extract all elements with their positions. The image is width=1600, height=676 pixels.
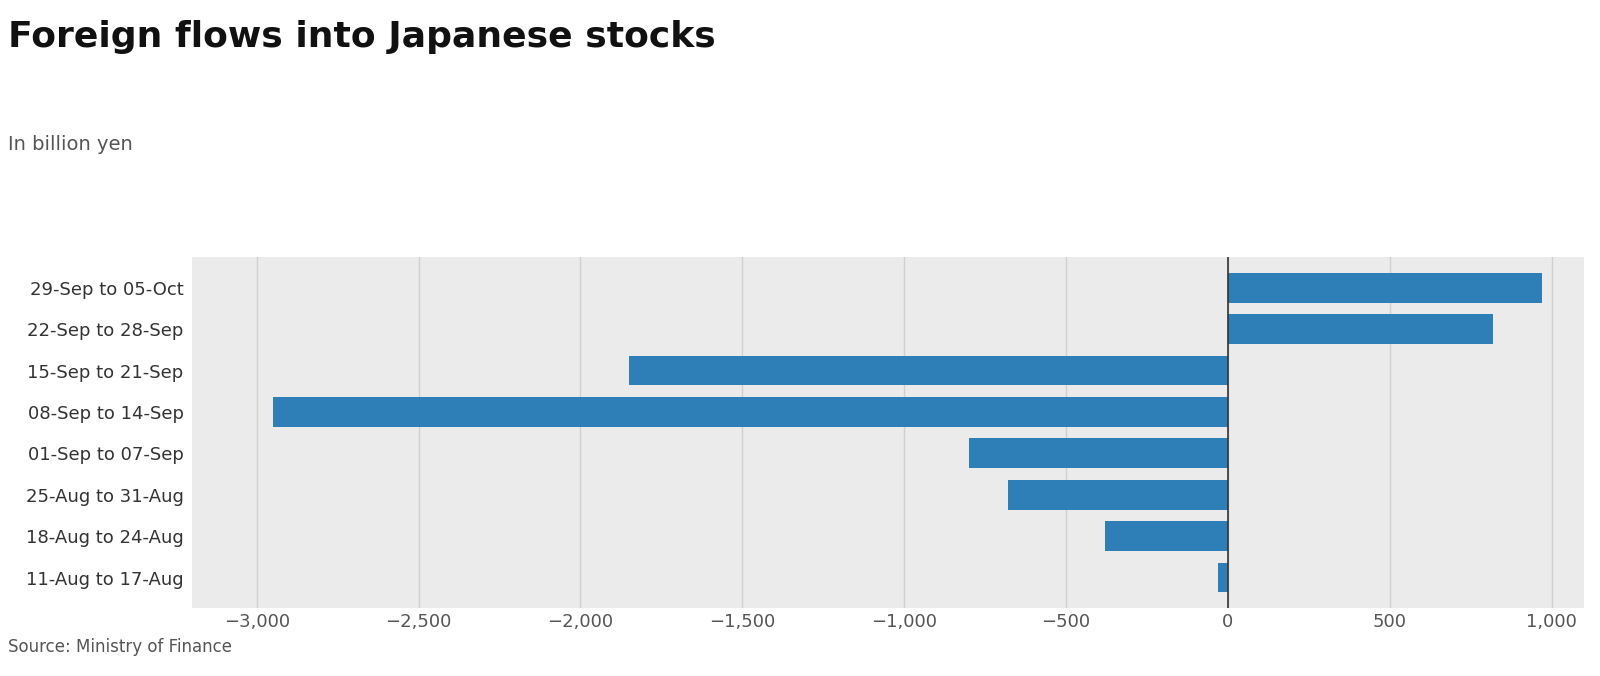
Bar (1227, 314, 1493, 344)
Bar (629, 356, 1227, 385)
Text: In billion yen: In billion yen (8, 135, 133, 154)
Bar (274, 397, 1227, 427)
Bar (1008, 480, 1227, 510)
Bar (970, 439, 1227, 468)
Text: Foreign flows into Japanese stocks: Foreign flows into Japanese stocks (8, 20, 715, 54)
Bar (1106, 521, 1227, 551)
Bar (1218, 562, 1227, 592)
Bar (1227, 273, 1542, 303)
Text: Source: Ministry of Finance: Source: Ministry of Finance (8, 637, 232, 656)
